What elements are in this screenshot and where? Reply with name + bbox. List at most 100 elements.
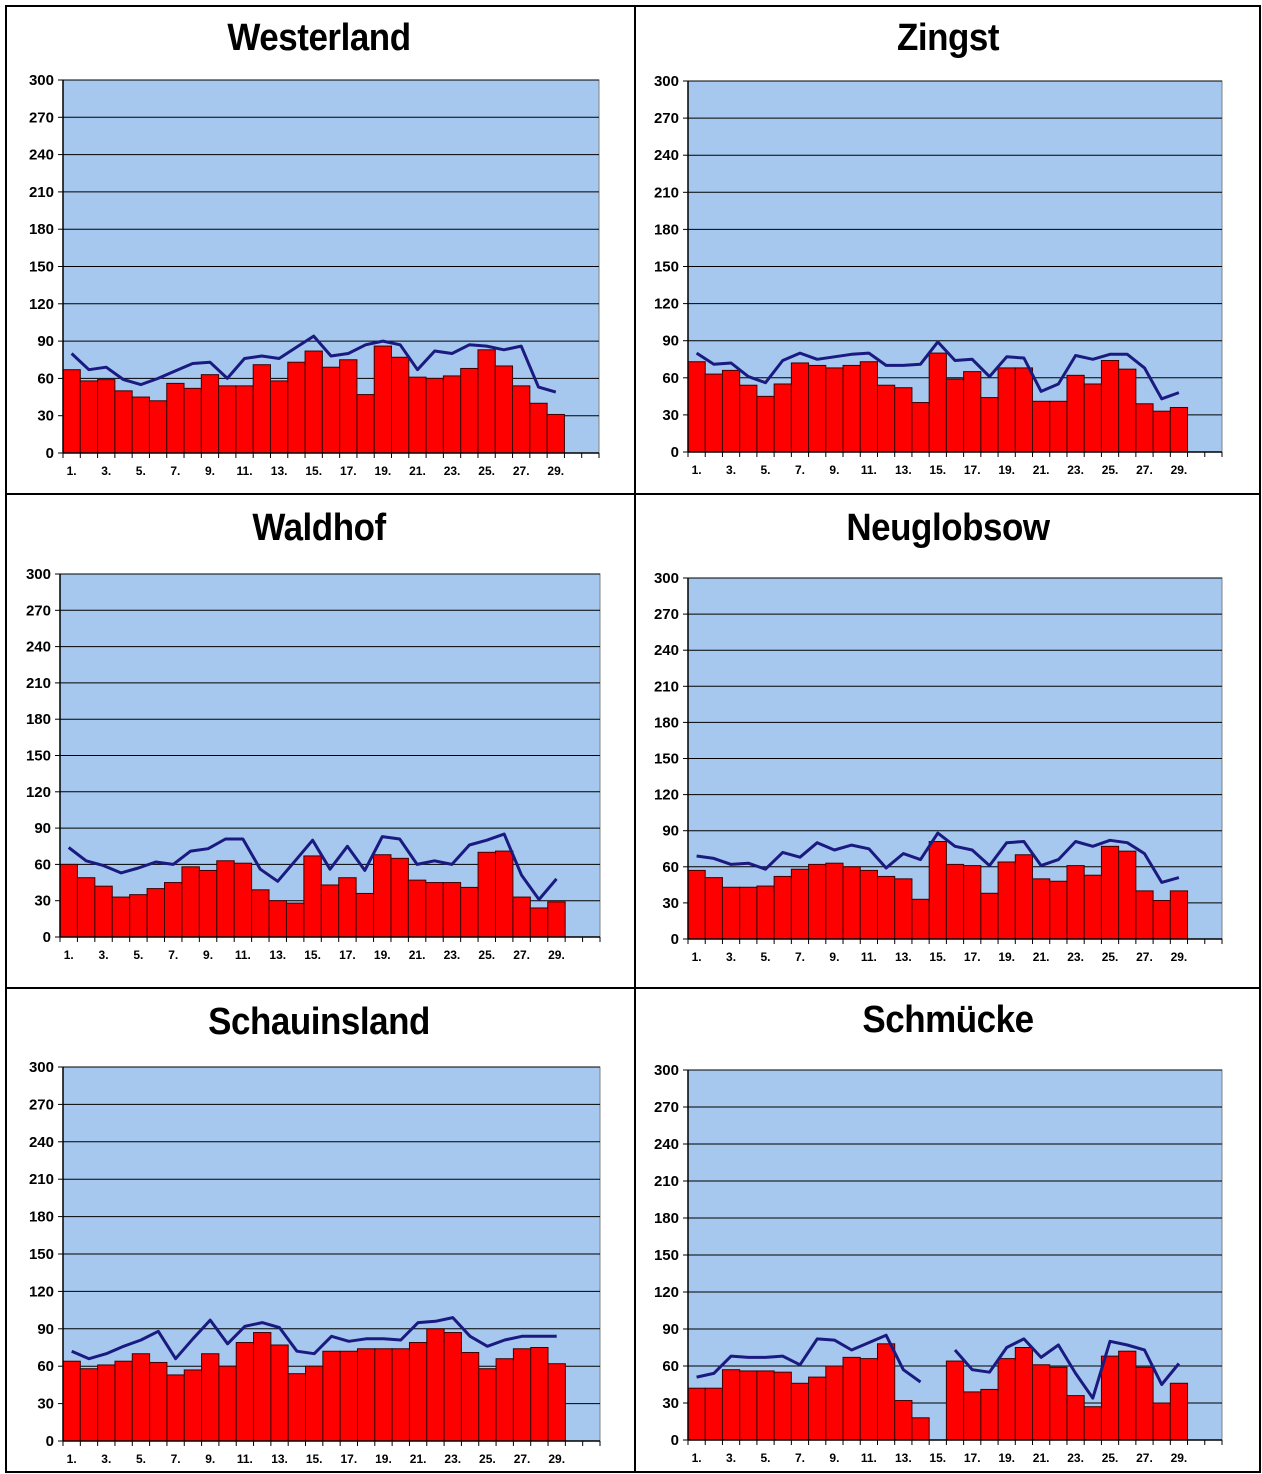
x-tick-label: 23. xyxy=(1067,1451,1084,1465)
series-line xyxy=(696,831,1180,884)
y-tick-label: 240 xyxy=(654,642,679,659)
bar xyxy=(1100,845,1120,940)
y-tick-label: 240 xyxy=(654,1136,679,1153)
bar xyxy=(166,1374,185,1442)
y-tick-label: 240 xyxy=(26,639,51,656)
x-tick-label: 29. xyxy=(1171,463,1188,477)
y-tick-label: 0 xyxy=(43,929,51,946)
y-tick-label: 180 xyxy=(654,1210,679,1227)
bar xyxy=(201,1353,220,1442)
y-tick-label: 150 xyxy=(29,259,54,276)
x-tick-label: 21. xyxy=(409,464,426,478)
bar xyxy=(391,356,410,454)
bar xyxy=(1049,400,1068,453)
bar xyxy=(253,1332,272,1442)
bar xyxy=(721,1369,741,1441)
bar xyxy=(391,1348,410,1442)
bar xyxy=(114,1360,133,1442)
x-tick-label: 5. xyxy=(761,463,771,477)
chart-neuglobsow: 0 30 60 90 120 150 180 210 240 270 300 1. 3. 5. 7. 9. 11… xyxy=(654,570,1223,964)
bar xyxy=(1049,880,1068,940)
bar xyxy=(129,894,148,938)
bar xyxy=(494,850,514,938)
x-tick-label: 25. xyxy=(1102,463,1119,477)
bar xyxy=(252,364,271,454)
bar xyxy=(756,395,775,453)
y-tick-label: 300 xyxy=(654,570,679,587)
y-tick-label: 30 xyxy=(37,408,54,425)
bar xyxy=(876,875,896,940)
x-tick-label: 15. xyxy=(305,464,322,478)
bar xyxy=(546,413,565,454)
chart-zingst: 0 30 60 90 120 150 180 210 240 270 300 1. 3. 5. 7. 9. 11… xyxy=(654,73,1223,477)
bar xyxy=(1083,383,1102,453)
x-tick-label: 1. xyxy=(692,1451,702,1465)
bar xyxy=(1032,878,1051,940)
bar xyxy=(1135,403,1154,453)
bar xyxy=(1152,410,1171,453)
bar xyxy=(495,1358,514,1442)
x-tick-label: 1. xyxy=(67,464,77,478)
bar xyxy=(442,375,462,454)
y-tick-label: 210 xyxy=(29,1171,54,1188)
bar xyxy=(1066,1395,1085,1441)
bar xyxy=(842,364,861,453)
x-tick-label: 7. xyxy=(795,463,805,477)
y-tick-label: 90 xyxy=(34,820,51,837)
y-tick-label: 150 xyxy=(654,1247,679,1264)
bar xyxy=(426,1328,445,1442)
bar xyxy=(530,1347,549,1442)
bar xyxy=(374,1348,393,1442)
bar xyxy=(1135,890,1154,940)
chart-panel-westerland: Westerland 0 30 60 90 120 150 180 210 240 270 300 1… xyxy=(5,5,633,494)
bar xyxy=(97,379,116,454)
panel-divider-horizontal-1 xyxy=(5,493,1261,495)
chart-title: Schmücke xyxy=(862,999,1034,1041)
bar xyxy=(79,380,99,454)
y-tick-label: 300 xyxy=(654,1062,679,1079)
bar xyxy=(235,1342,255,1442)
x-tick-label: 1. xyxy=(692,463,702,477)
x-tick-label: 19. xyxy=(998,1451,1015,1465)
bar xyxy=(216,860,235,938)
x-tick-label: 7. xyxy=(795,1451,805,1465)
bar xyxy=(131,1353,151,1442)
bar xyxy=(1049,1366,1068,1441)
bar xyxy=(980,892,999,940)
bar xyxy=(963,865,982,940)
chart-title: Waldhof xyxy=(252,507,386,549)
x-tick-label: 17. xyxy=(340,464,357,478)
bar xyxy=(704,877,723,940)
x-tick-label: 27. xyxy=(1136,463,1153,477)
bar xyxy=(911,402,930,453)
bar xyxy=(512,385,531,454)
bar xyxy=(477,349,496,454)
bar xyxy=(945,863,965,940)
x-tick-label: 5. xyxy=(136,464,146,478)
x-tick-label: 25. xyxy=(478,948,495,962)
y-tick-label: 210 xyxy=(654,678,679,695)
bar xyxy=(287,361,306,454)
bar xyxy=(773,383,792,453)
x-tick-label: 9. xyxy=(205,1452,215,1466)
x-tick-label: 5. xyxy=(761,950,771,964)
x-tick-label: 11. xyxy=(237,464,253,478)
y-tick-label: 210 xyxy=(29,184,54,201)
x-tick-label: 15. xyxy=(306,1452,323,1466)
x-tick-label: 23. xyxy=(444,464,461,478)
panel-grid xyxy=(5,5,1261,1473)
y-tick-label: 30 xyxy=(37,1396,54,1413)
panel-divider-vertical xyxy=(634,5,636,1473)
bar xyxy=(997,861,1016,940)
bar xyxy=(1118,1350,1137,1441)
x-tick-label: 3. xyxy=(726,1451,736,1465)
bar xyxy=(111,896,131,938)
bar xyxy=(547,1363,566,1442)
bar xyxy=(460,1351,480,1442)
bar xyxy=(131,396,150,454)
bar xyxy=(305,1365,324,1442)
bar xyxy=(183,387,202,454)
chart-title: Schauinsland xyxy=(208,1001,430,1043)
bar xyxy=(76,877,96,938)
bar xyxy=(1083,1406,1102,1441)
